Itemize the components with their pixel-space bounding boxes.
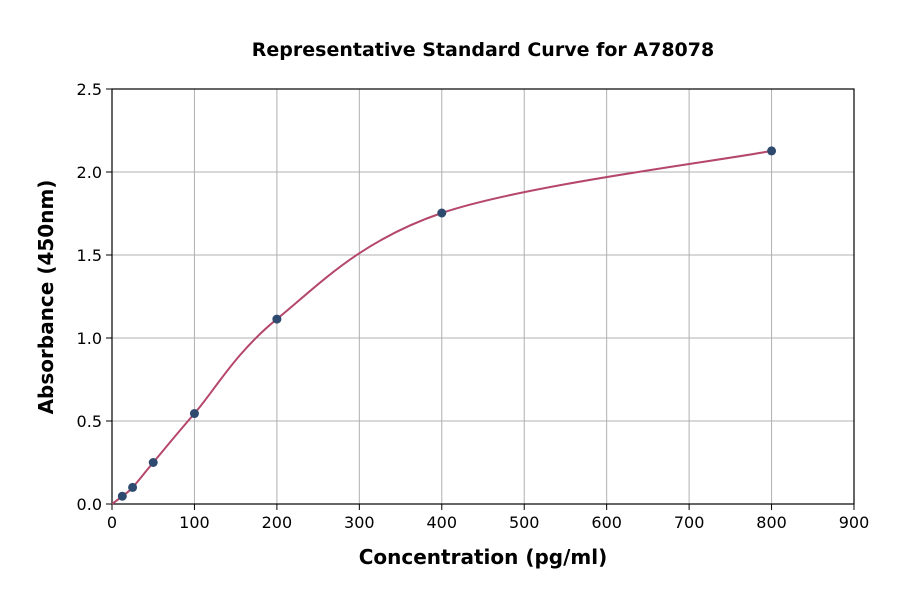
data-point: [117, 491, 127, 501]
y-tick-label: 1.5: [77, 246, 102, 265]
x-tick-label: 900: [839, 513, 870, 532]
x-tick-label: 600: [591, 513, 622, 532]
x-tick-label: 200: [262, 513, 293, 532]
x-tick-label: 400: [427, 513, 458, 532]
chart-title: Representative Standard Curve for A78078: [252, 39, 714, 61]
x-tick-label: 300: [344, 513, 375, 532]
plot-frame: [111, 88, 855, 505]
x-axis-label: Concentration (pg/ml): [359, 545, 608, 569]
x-tick-label: 700: [674, 513, 705, 532]
data-point: [128, 482, 138, 492]
y-tick-label: 1.0: [77, 329, 102, 348]
data-point: [189, 409, 199, 419]
y-axis-label: Absorbance (450nm): [34, 180, 58, 415]
y-tick-label: 2.5: [77, 80, 102, 99]
y-tick-label: 0.0: [77, 495, 102, 514]
data-point: [148, 458, 158, 467]
fitted-curve: [111, 149, 772, 505]
data-point: [272, 314, 282, 324]
x-tick-label: 100: [179, 513, 210, 532]
x-tick-label: 800: [756, 513, 787, 532]
x-tick-label: 0: [107, 513, 117, 532]
y-tick-label: 2.0: [77, 163, 102, 182]
x-tick-label: 500: [509, 513, 540, 532]
data-point: [437, 208, 447, 218]
y-tick-label: 0.5: [77, 412, 102, 431]
data-point: [767, 146, 777, 156]
